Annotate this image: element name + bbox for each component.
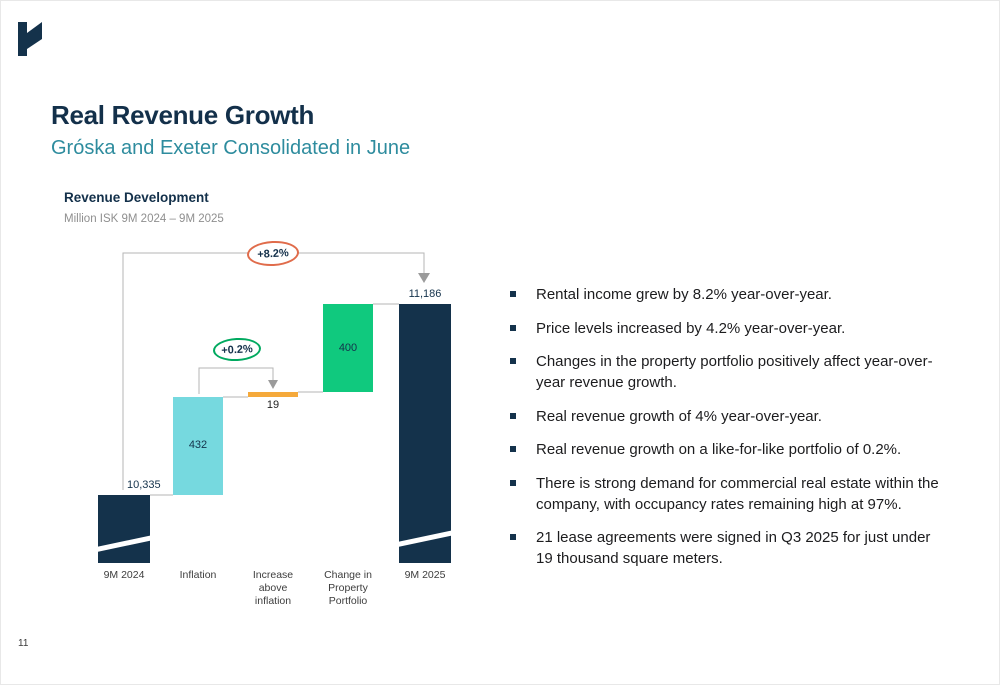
slide-subtitle: Gróska and Exeter Consolidated in June xyxy=(51,137,411,159)
axis-label-9m-2024: 9M 2024 xyxy=(103,569,145,581)
bullet-list: Rental income grew by 8.2% year-over-yea… xyxy=(509,284,949,582)
bullet-item: Rental income grew by 8.2% year-over-yea… xyxy=(509,284,949,305)
bullet-item: Price levels increased by 4.2% year-over… xyxy=(509,318,949,339)
company-logo-icon xyxy=(15,19,45,59)
axis-label-inflation: Inflation xyxy=(179,569,217,581)
waterfall-chart: 10,335 432 19 400 11,186 9M 2024 Inflati… xyxy=(1,1,501,684)
growth-badge: +8.2% xyxy=(246,239,300,268)
bullet-item: Changes in the property portfolio positi… xyxy=(509,351,949,393)
bar-change-in-property-portfolio xyxy=(323,304,373,392)
bullet-item: 21 lease agreements were signed in Q3 20… xyxy=(509,527,949,569)
value-label-9m-2025: 11,186 xyxy=(408,288,442,300)
chart-title: Revenue Development xyxy=(64,190,209,205)
value-label-inflation: 432 xyxy=(188,439,208,451)
like-for-like-badge: +0.2% xyxy=(212,336,262,363)
axis-break-mark xyxy=(399,528,451,549)
bar-inflation xyxy=(173,397,223,495)
page-number: 11 xyxy=(18,638,29,649)
value-label-9m-2024: 10,335 xyxy=(127,479,161,491)
bullet-item: Real revenue growth on a like-for-like p… xyxy=(509,439,949,460)
value-label-portfolio: 400 xyxy=(338,342,358,354)
slide-title: Real Revenue Growth xyxy=(51,100,315,130)
logo-mark-icon xyxy=(18,22,42,56)
axis-break-mark xyxy=(98,533,150,554)
bar-9m-2024 xyxy=(98,495,150,563)
chart-subtitle: Million ISK 9M 2024 – 9M 2025 xyxy=(64,213,224,225)
bar-9m-2025 xyxy=(399,304,451,563)
value-label-increase: 19 xyxy=(266,399,280,411)
axis-label-9m-2025: 9M 2025 xyxy=(404,569,446,581)
bar-increase-above-inflation xyxy=(248,392,298,397)
bullet-item: There is strong demand for commercial re… xyxy=(509,473,949,515)
bullet-item: Real revenue growth of 4% year-over-year… xyxy=(509,406,949,427)
axis-label-increase: Increase above inflation xyxy=(252,569,294,608)
axis-label-portfolio: Change in Property Portfolio xyxy=(324,569,372,608)
